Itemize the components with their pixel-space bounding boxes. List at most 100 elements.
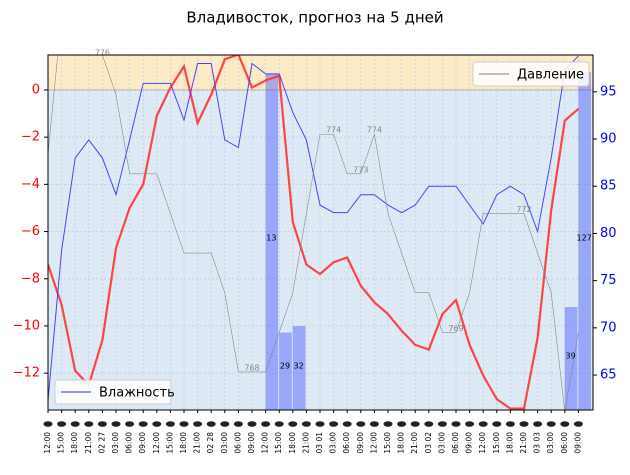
plot-area: [48, 55, 593, 410]
x-tick-label: 06:00: [342, 432, 351, 454]
x-tick-label: 15:00: [57, 432, 66, 454]
y2-tick-label: 95: [600, 84, 617, 99]
x-tick-label: 09:00: [356, 432, 365, 454]
value-label: 774: [367, 126, 382, 135]
weather-icon: [356, 421, 366, 427]
legend-label: Влажность: [99, 386, 175, 401]
weather-icon: [261, 421, 271, 427]
weather-icon: [84, 421, 94, 427]
y2-tick-label: 80: [600, 226, 617, 241]
x-tick-label: 03:00: [220, 432, 229, 454]
x-tick-label: 12:00: [43, 432, 52, 454]
weather-icon: [560, 421, 570, 427]
weather-icon: [97, 421, 107, 427]
series-line: [48, 55, 579, 410]
x-tick-label: 02 28: [206, 432, 215, 454]
value-label: 769: [448, 324, 463, 333]
x-tick-label: 15:00: [383, 432, 392, 454]
weather-icon: [369, 421, 379, 427]
weather-icon: [125, 421, 135, 427]
weather-icon: [193, 421, 203, 427]
y-tick-label: −4: [21, 177, 40, 192]
x-tick-label: 02 27: [97, 432, 106, 454]
x-tick-label: 12:00: [152, 432, 161, 454]
bar: [292, 325, 306, 410]
x-tick-label: 09:00: [138, 432, 147, 454]
weather-icon: [451, 421, 461, 427]
y-tick-label: 0: [32, 82, 40, 97]
bar: [265, 73, 279, 410]
x-tick-label: 06:00: [451, 432, 460, 454]
y-tick-label: −12: [13, 366, 40, 381]
series-line: [48, 55, 580, 410]
weather-icon: [247, 421, 257, 427]
y2-tick-label: 75: [600, 273, 617, 288]
bar-note: 13: [266, 234, 276, 243]
weather-icon: [505, 421, 515, 427]
weather-icon: [519, 421, 529, 427]
y2-tick-label: 90: [600, 132, 617, 147]
y-tick-label: −2: [21, 130, 40, 145]
weather-icon: [152, 421, 162, 427]
weather-icon: [43, 421, 53, 427]
weather-icon: [138, 421, 148, 427]
legend-box: [54, 379, 172, 405]
weather-icon: [383, 421, 393, 427]
weather-icon: [315, 421, 325, 427]
legend-label: Давление: [517, 68, 584, 83]
x-tick-label: 15:00: [274, 432, 283, 454]
x-tick-label: 06:00: [125, 432, 134, 454]
weather-icon: [492, 421, 502, 427]
bar-note: 29: [280, 362, 290, 371]
x-tick-label: 18:00: [179, 432, 188, 454]
weather-icon: [206, 421, 216, 427]
x-tick-label: 15:00: [492, 432, 501, 454]
weather-icon: [179, 421, 189, 427]
value-label: 768: [244, 363, 259, 372]
weather-icon: [424, 421, 434, 427]
weather-icon: [274, 421, 284, 427]
weather-icon: [533, 421, 543, 427]
x-tick-label: 12:00: [369, 432, 378, 454]
weather-icon: [329, 421, 339, 427]
x-tick-label: 06:00: [560, 432, 569, 454]
x-tick-label: 03:00: [329, 432, 338, 454]
y-tick-label: −6: [21, 224, 40, 239]
x-tick-label: 12:00: [261, 432, 270, 454]
x-tick-label: 03:00: [111, 432, 120, 454]
bar: [578, 71, 591, 410]
x-tick-label: 18:00: [505, 432, 514, 454]
weather-icon: [342, 421, 352, 427]
y2-tick-label: 70: [600, 320, 617, 335]
y2-tick-label: 65: [600, 368, 617, 383]
x-tick-label: 18:00: [397, 432, 406, 454]
weather-icon: [233, 421, 243, 427]
weather-icon: [573, 421, 583, 427]
background-below: [48, 89, 593, 410]
x-tick-label: 06:00: [233, 432, 242, 454]
y-tick-label: −10: [13, 318, 40, 333]
x-tick-label: 03 01: [315, 432, 324, 454]
x-tick-label: 09:00: [573, 432, 582, 454]
weather-icon: [57, 421, 67, 427]
x-tick-label: 21:00: [193, 432, 202, 454]
legend-box: [472, 61, 590, 87]
weather-icon: [465, 421, 475, 427]
x-tick-label: 09:00: [465, 432, 474, 454]
chart-title: Владивосток, прогноз на 5 дней: [186, 9, 443, 27]
weather-icon: [437, 421, 447, 427]
x-tick-label: 12:00: [478, 432, 487, 454]
weather-icon: [478, 421, 488, 427]
y-tick-label: −8: [21, 271, 40, 286]
x-tick-label: 09:00: [247, 432, 256, 454]
x-tick-label: 03 02: [424, 432, 433, 454]
bar-note: 32: [294, 362, 304, 371]
x-tick-label: 18:00: [288, 432, 297, 454]
x-tick-label: 15:00: [165, 432, 174, 454]
x-tick-label: 21:00: [519, 432, 528, 454]
value-label: 773: [353, 165, 368, 174]
weather-icon: [410, 421, 420, 427]
bar: [564, 307, 578, 410]
y2-tick-label: 85: [600, 179, 617, 194]
x-tick-label: 21:00: [84, 432, 93, 454]
